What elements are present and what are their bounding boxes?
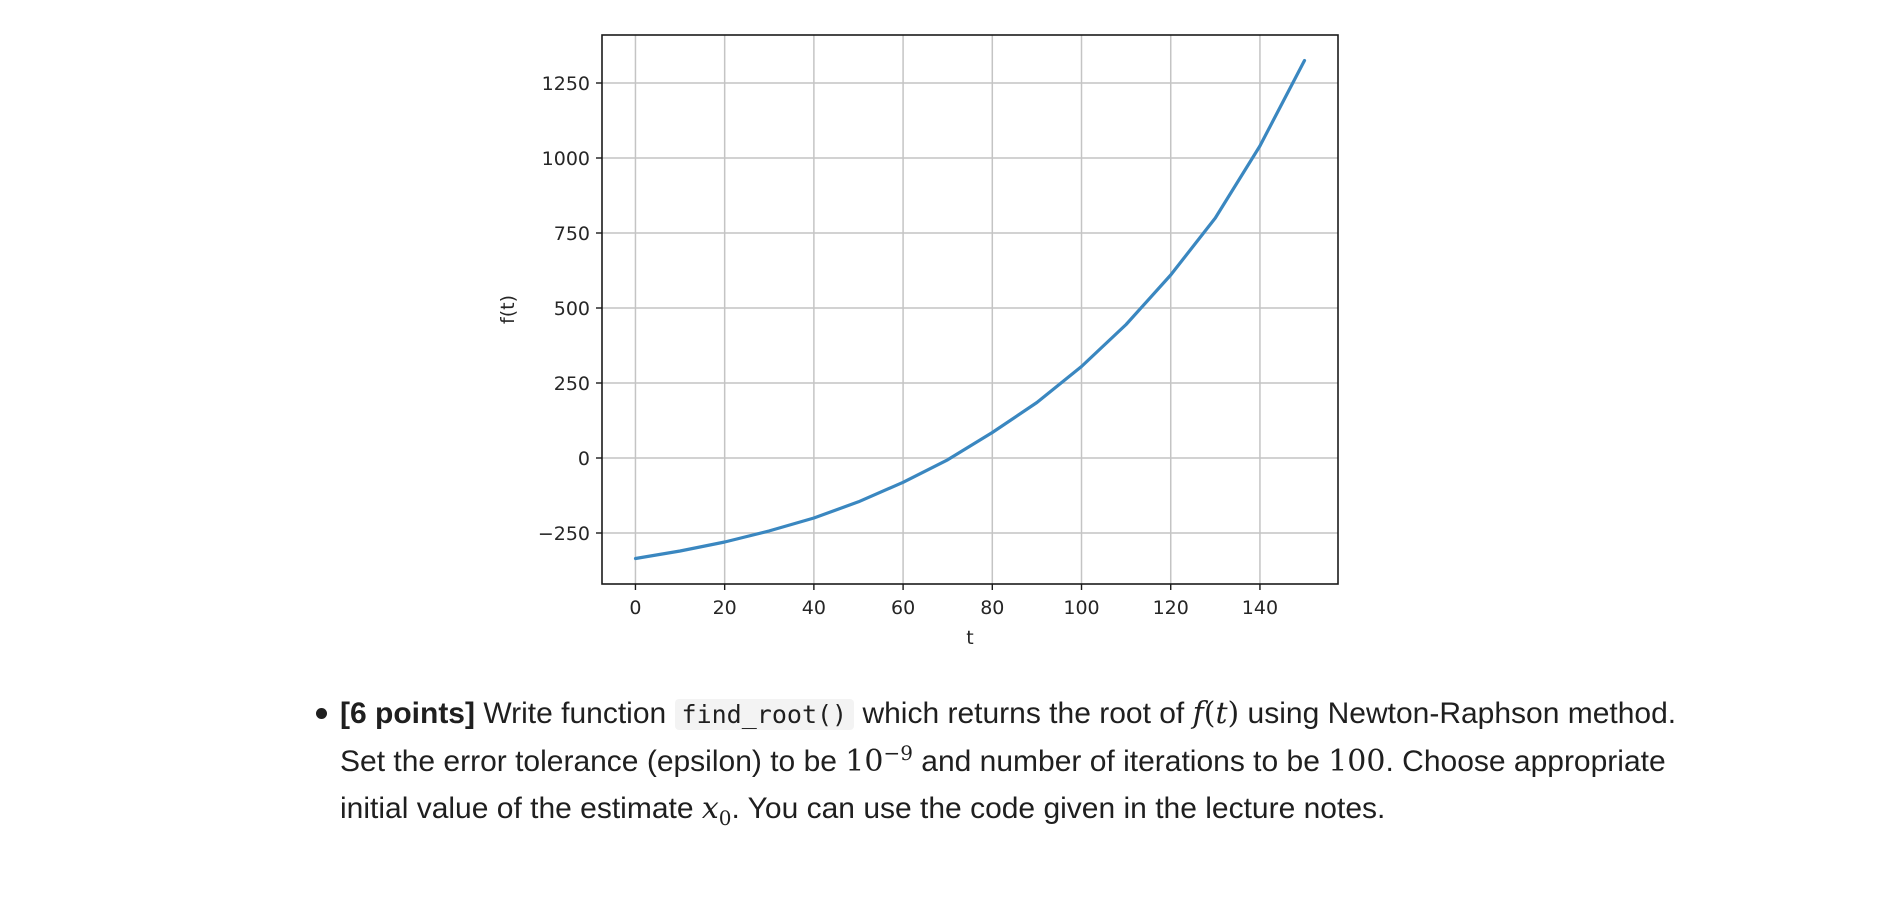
plot-frame: [601, 34, 1339, 585]
series-line-f-t: [633, 58, 1307, 561]
y-axis-label: f(t): [497, 295, 519, 324]
question-text: Write function: [475, 697, 675, 730]
math-paren-close: ): [1227, 696, 1240, 731]
math-t: t: [1215, 696, 1228, 731]
question-text: . Choose appropriate initial value of th…: [340, 745, 1666, 825]
x-axis-ticks: 0 20 40 60 80 100 120 140: [629, 584, 1278, 619]
x-tick-label: 60: [891, 597, 915, 619]
x-tick-label: 80: [980, 597, 1004, 619]
math-x: x: [701, 791, 719, 826]
y-tick-label: 1000: [542, 148, 590, 170]
question-points: [6 points]: [340, 697, 475, 730]
question-text: using Newton-Raphson method. Set the err…: [340, 697, 1677, 778]
bullet-icon: [316, 708, 327, 719]
question-text: . You can use the code given in the lect…: [731, 792, 1386, 825]
y-axis-ticks: −250 0 250 500 750 1000 1250: [538, 73, 602, 545]
math-x-subscript: 0: [718, 806, 732, 830]
x-axis-label: t: [966, 627, 973, 649]
question-item: [6 points] Write function find_root() wh…: [316, 690, 1720, 832]
x-tick-label: 20: [713, 597, 737, 619]
y-tick-label: 250: [554, 373, 590, 395]
math-tolerance-base: 10: [845, 744, 884, 779]
math-paren-open: (: [1203, 696, 1216, 731]
y-tick-label: −250: [538, 523, 590, 545]
chart-grid: [602, 35, 1338, 584]
chart: 0 20 40 60 80 100 120 140 −250 0 250 500 750 1000 125…: [497, 34, 1339, 649]
x-tick-label: 140: [1242, 597, 1278, 619]
question-list: [6 points] Write function find_root() wh…: [310, 690, 1720, 832]
x-tick-label: 100: [1063, 597, 1099, 619]
function-name-code: find_root(): [674, 699, 855, 730]
question-text: and number of iterations to be: [912, 745, 1329, 778]
y-tick-label: 1250: [542, 73, 590, 95]
y-tick-label: 750: [554, 223, 590, 245]
x-tick-label: 120: [1153, 597, 1189, 619]
x-tick-label: 0: [629, 597, 641, 619]
math-f: f: [1192, 696, 1204, 731]
question-text: which returns the root of: [854, 697, 1193, 730]
math-iterations: 100: [1328, 744, 1386, 779]
y-tick-label: 0: [578, 448, 590, 470]
y-tick-label: 500: [554, 298, 590, 320]
x-tick-label: 40: [802, 597, 826, 619]
math-tolerance-exponent: −9: [883, 741, 913, 765]
